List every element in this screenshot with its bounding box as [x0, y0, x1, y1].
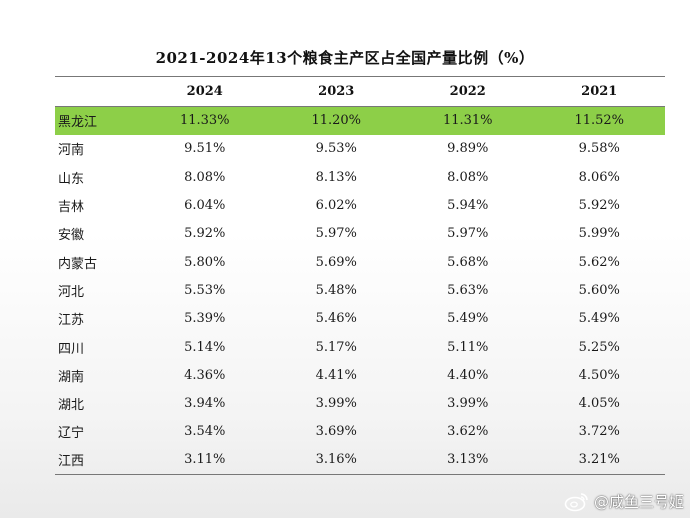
region-name: 黑龙江	[58, 115, 98, 131]
value-cell: 3.72%	[578, 424, 620, 440]
value-cell: 8.06%	[578, 169, 620, 185]
value-cell: 4.36%	[184, 367, 226, 383]
value-cell: 11.33%	[179, 113, 230, 129]
value-cell: 5.80%	[184, 254, 226, 270]
value-cell: 9.58%	[578, 141, 620, 157]
table-row: 吉林 6.04% 6.02% 5.94% 5.92%	[55, 191, 665, 219]
value-cell: 5.25%	[578, 339, 620, 355]
table-row: 四川 5.14% 5.17% 5.11% 5.25%	[55, 333, 665, 361]
value-cell: 5.11%	[447, 339, 489, 355]
value-cell: 6.04%	[184, 198, 226, 214]
value-cell: 5.63%	[447, 282, 489, 298]
region-name: 安徽	[58, 228, 85, 244]
value-cell: 3.11%	[139, 446, 271, 475]
column-header-year: 2024	[186, 84, 223, 99]
column-header-year: 2023	[318, 84, 355, 99]
value-cell: 3.16%	[270, 446, 402, 475]
value-cell: 5.92%	[578, 198, 620, 214]
table-body: 黑龙江 11.33% 11.20% 11.31% 11.52% 河南 9.51% 9.53% 9…	[55, 106, 665, 475]
region-name: 吉林	[58, 200, 85, 216]
value-cell: 4.40%	[447, 367, 489, 383]
value-cell: 5.97%	[447, 226, 489, 242]
region-name: 辽宁	[58, 426, 85, 442]
value-cell: 3.99%	[447, 396, 489, 412]
value-cell: 5.48%	[315, 282, 357, 298]
value-cell: 5.97%	[315, 226, 357, 242]
value-cell: 3.21%	[533, 446, 665, 475]
region-name: 江苏	[58, 313, 85, 329]
value-cell: 3.69%	[315, 424, 357, 440]
chart-title: 2021-2024年13个粮食主产区占全国产量比例（%）	[155, 49, 535, 67]
value-cell: 5.60%	[578, 282, 620, 298]
value-cell: 11.20%	[311, 113, 362, 129]
region-name: 河南	[58, 143, 85, 159]
value-cell: 5.92%	[184, 226, 226, 242]
table-row: 内蒙古 5.80% 5.69% 5.68% 5.62%	[55, 248, 665, 276]
table-row: 山东 8.08% 8.13% 8.08% 8.06%	[55, 163, 665, 191]
value-cell: 5.53%	[184, 282, 226, 298]
table-row: 辽宁 3.54% 3.69% 3.62% 3.72%	[55, 418, 665, 446]
value-cell: 3.54%	[184, 424, 226, 440]
value-cell: 5.39%	[184, 311, 226, 327]
value-cell: 5.94%	[447, 198, 489, 214]
table-row: 江西 3.11% 3.16% 3.13% 3.21%	[55, 446, 665, 475]
value-cell: 5.68%	[447, 254, 489, 270]
value-cell: 3.13%	[402, 446, 534, 475]
table-row: 黑龙江 11.33% 11.20% 11.31% 11.52%	[55, 106, 665, 135]
table-row: 湖南 4.36% 4.41% 4.40% 4.50%	[55, 361, 665, 389]
value-cell: 8.13%	[315, 169, 357, 185]
region-name: 河北	[58, 284, 85, 300]
region-name: 内蒙古	[58, 256, 98, 272]
value-cell: 5.62%	[578, 254, 620, 270]
value-cell: 11.31%	[442, 113, 493, 129]
value-cell: 9.53%	[315, 141, 357, 157]
column-header-year: 2021	[581, 84, 618, 99]
watermark: @咸鱼三号姬	[564, 490, 684, 512]
value-cell: 8.08%	[184, 169, 226, 185]
value-cell: 4.41%	[315, 367, 357, 383]
region-name: 湖北	[58, 398, 85, 414]
value-cell: 5.14%	[184, 339, 226, 355]
value-cell: 5.46%	[315, 311, 357, 327]
value-cell: 5.69%	[315, 254, 357, 270]
value-cell: 3.99%	[315, 396, 357, 412]
table-row: 河北 5.53% 5.48% 5.63% 5.60%	[55, 276, 665, 304]
header-row: 2024 2023 2022 2021	[55, 76, 665, 107]
table-row: 湖北 3.94% 3.99% 3.99% 4.05%	[55, 389, 665, 417]
grain-share-table: 2024 2023 2022 2021 黑龙江 11.33% 11.20% 11.31…	[55, 76, 665, 475]
value-cell: 3.94%	[184, 396, 226, 412]
value-cell: 5.17%	[315, 339, 357, 355]
value-cell: 5.49%	[578, 311, 620, 327]
value-cell: 5.49%	[447, 311, 489, 327]
column-header	[55, 77, 139, 107]
table-row: 江苏 5.39% 5.46% 5.49% 5.49%	[55, 305, 665, 333]
value-cell: 3.62%	[447, 424, 489, 440]
region-name: 江西	[55, 446, 139, 475]
watermark-text: @咸鱼三号姬	[593, 492, 684, 511]
value-cell: 8.08%	[447, 169, 489, 185]
value-cell: 9.89%	[447, 141, 489, 157]
value-cell: 11.52%	[574, 113, 625, 129]
column-header-year: 2022	[449, 84, 486, 99]
value-cell: 6.02%	[315, 198, 357, 214]
weibo-icon	[564, 493, 588, 512]
value-cell: 5.99%	[578, 226, 620, 242]
region-name: 湖南	[58, 369, 85, 385]
value-cell: 4.05%	[578, 396, 620, 412]
value-cell: 4.50%	[578, 367, 620, 383]
value-cell: 9.51%	[184, 141, 226, 157]
table-row: 安徽 5.92% 5.97% 5.97% 5.99%	[55, 220, 665, 248]
table-row: 河南 9.51% 9.53% 9.89% 9.58%	[55, 135, 665, 163]
region-name: 山东	[58, 171, 85, 187]
region-name: 四川	[58, 341, 85, 357]
